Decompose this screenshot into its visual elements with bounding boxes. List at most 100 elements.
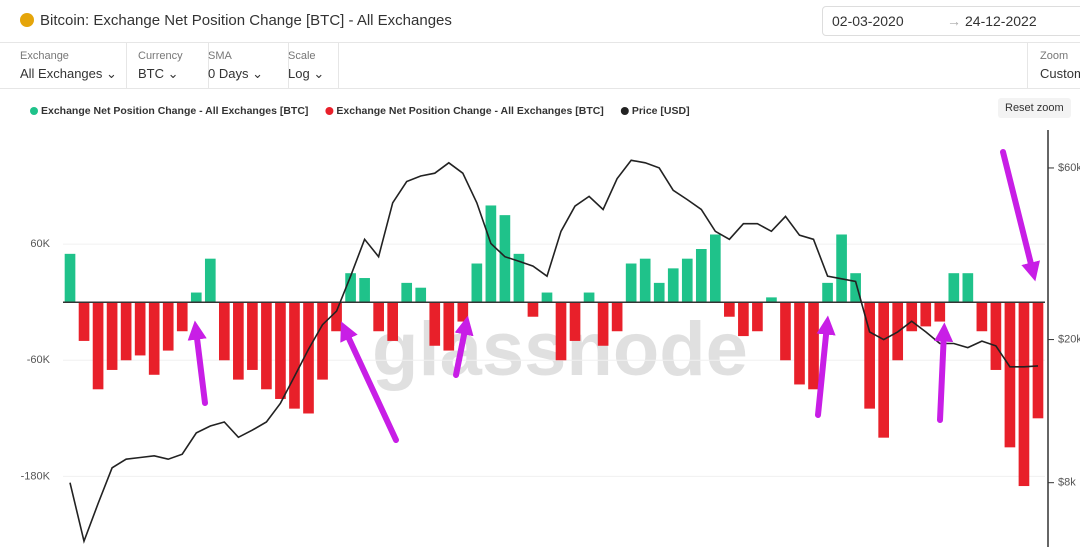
bar: [275, 302, 286, 399]
legend-entry: Exchange Net Position Change - All Excha…: [41, 105, 308, 117]
bar: [1004, 302, 1016, 448]
zoom-label: Zoom: [1040, 50, 1069, 62]
bar: [766, 297, 777, 303]
bar: [948, 273, 960, 303]
bar: [850, 273, 861, 303]
control[interactable]: Scale Log ⌄: [288, 43, 339, 88]
control-value[interactable]: BTC ⌄: [138, 66, 179, 81]
zoom-value[interactable]: Custom: [1040, 66, 1080, 81]
bar: [387, 302, 399, 341]
bar: [724, 302, 735, 317]
bar: [218, 302, 230, 361]
bar: [64, 253, 76, 303]
y2-tick-label: $60k: [1058, 162, 1080, 174]
bar: [345, 273, 356, 303]
bar: [906, 302, 918, 332]
control-value[interactable]: Log ⌄: [288, 66, 325, 81]
arrow: [187, 320, 208, 406]
control-value[interactable]: All Exchanges ⌄: [20, 66, 117, 81]
control[interactable]: SMA 0 Days ⌄: [208, 43, 289, 88]
zoom-control[interactable]: Zoom Custom: [1027, 43, 1080, 88]
arrow: [453, 315, 474, 378]
bar: [639, 258, 651, 303]
date-range[interactable]: 02-03-2020 → 24-12-2022: [822, 6, 1080, 36]
control-label: Currency: [138, 50, 183, 62]
legend-marker: [325, 107, 334, 115]
legend-marker: [620, 107, 629, 115]
bar: [204, 258, 216, 303]
bar: [106, 302, 118, 370]
bar: [303, 302, 314, 414]
bar: [359, 278, 370, 303]
bar: [527, 302, 539, 317]
date-arrow: →: [947, 13, 961, 29]
controls: Exchange All Exchanges ⌄ Currency BTC ⌄ SMA 0…: [0, 43, 1080, 89]
y2-tick-label: $8k: [1058, 477, 1076, 489]
bar: [934, 302, 946, 322]
bar: [962, 273, 974, 303]
bar: [499, 215, 511, 303]
legend-entry: Exchange Net Position Change - All Excha…: [336, 105, 603, 117]
bar: [261, 302, 272, 390]
bar: [485, 205, 497, 303]
annotation-arrows: [187, 149, 1040, 443]
control[interactable]: Currency BTC ⌄: [138, 43, 209, 88]
bar: [808, 302, 819, 390]
bar: [653, 282, 665, 303]
bar: [555, 302, 567, 361]
date-to[interactable]: 24-12-2022: [965, 13, 1037, 29]
arrow: [340, 321, 399, 443]
bar: [822, 282, 833, 303]
bar: [120, 302, 132, 361]
legend-entry: Price [USD]: [632, 105, 690, 117]
bar: [148, 302, 160, 375]
y-tick-label: -60K: [27, 354, 51, 366]
bar: [709, 234, 721, 303]
bar: [176, 302, 188, 332]
bar: [289, 302, 300, 409]
bar: [134, 302, 146, 356]
bar: [611, 302, 623, 332]
bar: [1018, 302, 1030, 487]
bar: [247, 302, 258, 370]
bar: [471, 263, 483, 303]
arrow: [1000, 149, 1040, 282]
bar: [864, 302, 875, 409]
bar: [541, 292, 553, 303]
bar: [162, 302, 174, 351]
bar: [429, 302, 441, 346]
bar: [401, 282, 413, 303]
bar: [976, 302, 988, 332]
bar: [752, 302, 763, 332]
bar: [457, 302, 469, 322]
y-tick-label: 60K: [30, 238, 50, 250]
bar: [331, 302, 342, 332]
arrow: [933, 322, 954, 423]
bar: [373, 302, 384, 332]
control[interactable]: Exchange All Exchanges ⌄: [20, 43, 127, 88]
bar: [625, 263, 637, 303]
bar: [990, 302, 1002, 370]
control-label: Scale: [288, 50, 316, 62]
bar: [415, 287, 427, 303]
control-label: Exchange: [20, 50, 69, 62]
control-value[interactable]: 0 Days ⌄: [208, 66, 263, 81]
arrow: [815, 315, 836, 418]
bar: [1032, 302, 1044, 419]
price-line: [69, 159, 1039, 544]
bar: [836, 234, 847, 303]
bar: [583, 292, 595, 303]
bar: [569, 302, 581, 341]
bar: [513, 253, 525, 303]
control-label: SMA: [208, 50, 232, 62]
date-from[interactable]: 02-03-2020: [832, 13, 904, 29]
header: Bitcoin: Exchange Net Position Change [B…: [0, 0, 1080, 43]
bar: [738, 302, 749, 337]
bar: [780, 302, 791, 361]
reset-zoom-button[interactable]: Reset zoom: [998, 98, 1071, 118]
bar: [878, 302, 890, 438]
legend: Exchange Net Position Change - All Excha…: [30, 105, 690, 117]
y2-tick-label: $20k: [1058, 333, 1080, 345]
